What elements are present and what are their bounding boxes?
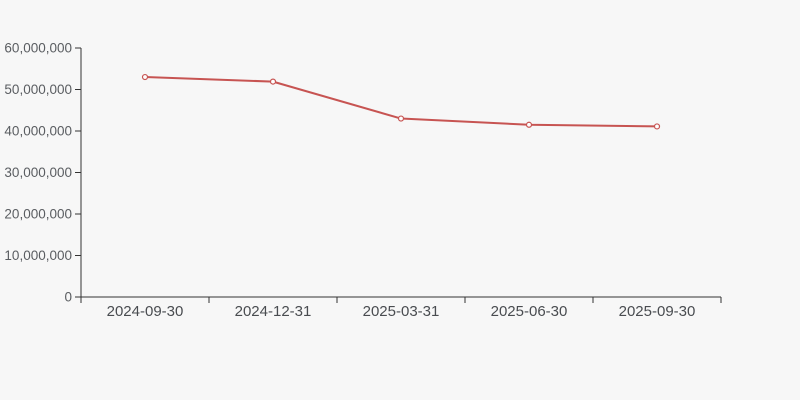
y-tick-label: 30,000,000 bbox=[4, 165, 72, 180]
x-tick-label: 2024-09-30 bbox=[107, 303, 184, 320]
x-tick-label: 2024-12-31 bbox=[235, 303, 312, 320]
data-point-marker[interactable] bbox=[269, 78, 277, 85]
data-point-marker[interactable] bbox=[653, 123, 661, 130]
y-tick-label: 20,000,000 bbox=[4, 207, 72, 222]
x-tick-label: 2025-09-30 bbox=[619, 303, 696, 320]
data-point-marker[interactable] bbox=[141, 73, 149, 81]
y-tick-label: 50,000,000 bbox=[4, 82, 72, 97]
x-tick-label: 2025-03-31 bbox=[363, 303, 440, 320]
y-tick-label: 40,000,000 bbox=[4, 124, 72, 139]
x-tick-label: 2025-06-30 bbox=[491, 303, 568, 320]
y-tick-label: 0 bbox=[64, 290, 72, 305]
y-tick-label: 60,000,000 bbox=[4, 41, 72, 56]
data-point-marker[interactable] bbox=[525, 121, 533, 128]
data-point-marker[interactable] bbox=[397, 115, 405, 122]
y-tick-label: 10,000,000 bbox=[4, 248, 72, 263]
